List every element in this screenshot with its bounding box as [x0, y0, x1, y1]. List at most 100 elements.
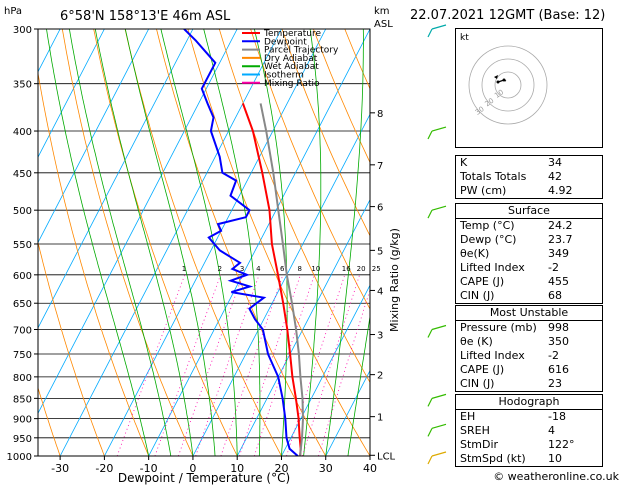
pressure-tick-label: 750 — [13, 350, 32, 361]
surface-value: -2 — [548, 261, 559, 274]
legend-label: Temperature — [263, 29, 321, 39]
temperature-tick-label: -20 — [95, 462, 113, 475]
dry-adiabat — [124, 29, 282, 456]
legend-label: Isotherm — [264, 71, 304, 81]
hodograph-stat-row: StmSpd (kt) 10 — [456, 452, 602, 466]
most-unstable-label: Pressure (mb) — [460, 321, 537, 334]
most-unstable-title: Most Unstable — [456, 306, 602, 321]
wet-adiabat — [160, 29, 238, 456]
surface-row: Lifted Index -2 — [456, 261, 602, 275]
most-unstable-value: 616 — [548, 363, 569, 376]
mixing-ratio-line — [154, 274, 221, 456]
index-row: Totals Totals 42 — [456, 170, 602, 184]
dry-adiabat — [187, 29, 370, 456]
dry-adiabat — [38, 386, 61, 456]
legend-label: Mixing Ratio — [264, 79, 320, 89]
hodograph-ring-label: 30 — [474, 105, 486, 117]
km-tick-label: 6 — [377, 203, 383, 214]
wind-barb-flag — [427, 398, 433, 407]
mixing-ratio-label: 1 — [182, 265, 186, 273]
mixing-ratio-label: 8 — [297, 265, 301, 273]
surface-row: Dewp (°C) 23.7 — [456, 233, 602, 247]
km-label: km — [374, 6, 390, 17]
temperature-tick-label: 10 — [230, 462, 244, 475]
hodograph-stat-value: 122° — [548, 438, 575, 451]
most-unstable-value: 350 — [548, 335, 569, 348]
index-label: K — [460, 156, 468, 169]
wind-barb-shaft — [431, 423, 447, 429]
wind-barb-shaft — [431, 451, 447, 457]
pressure-tick-label: 700 — [13, 326, 32, 337]
mixing-ratio-label: 20 — [357, 265, 366, 273]
index-label: PW (cm) — [460, 184, 507, 197]
pressure-tick-label: 950 — [13, 434, 32, 445]
mixing-ratio-line — [302, 274, 360, 456]
wet-adiabat — [347, 313, 370, 456]
asl-label: ASL — [374, 19, 393, 30]
hodograph-stat-row: EH -18 — [456, 410, 602, 424]
wet-adiabat — [94, 29, 194, 456]
surface-label: CIN (J) — [460, 289, 495, 302]
pressure-tick-label: 650 — [13, 299, 32, 310]
dry-adiabat — [61, 29, 194, 456]
mixing-ratio-line — [220, 274, 284, 456]
hodograph-stat-row: StmDir 122° — [456, 438, 602, 452]
wind-barb-flag — [427, 455, 433, 465]
mixing-ratio-line — [195, 274, 260, 456]
pressure-tick-label: 500 — [13, 206, 32, 217]
km-tick-label: 4 — [377, 286, 383, 297]
km-tick-label: 1 — [377, 413, 383, 424]
isotherm-line — [325, 369, 370, 456]
surface-label: Temp (°C) — [460, 219, 515, 232]
index-value: 42 — [548, 170, 562, 183]
mixing-ratio-label: 6 — [280, 265, 285, 273]
km-tick-label: 3 — [377, 331, 383, 342]
pressure-tick-label: 800 — [13, 373, 32, 384]
indices-panel: K 34 Totals Totals 42 PW (cm) 4.92 — [455, 155, 603, 199]
temperature-tick-label: 0 — [189, 462, 196, 475]
most-unstable-label: CIN (J) — [460, 377, 495, 390]
surface-row: CAPE (J) 455 — [456, 275, 602, 289]
hodograph-point — [496, 80, 500, 84]
hodograph-stat-value: -18 — [548, 410, 566, 423]
hodograph-ring — [481, 58, 535, 112]
index-value: 4.92 — [548, 184, 573, 197]
most-unstable-row: CAPE (J) 616 — [456, 363, 602, 377]
dry-adiabat — [218, 29, 370, 384]
legend-label: Dry Adiabat — [264, 54, 318, 64]
wind-barb-flag — [427, 209, 433, 219]
mixing-ratio-label: 25 — [372, 265, 381, 273]
most-unstable-row: CIN (J) 23 — [456, 377, 602, 391]
isotherm-line — [104, 29, 327, 456]
mixing-ratio-label: 10 — [311, 265, 320, 273]
surface-value: 23.7 — [548, 233, 573, 246]
surface-label: θe(K) — [460, 247, 490, 260]
hodograph-stat-label: StmDir — [460, 438, 499, 451]
dry-adiabat — [156, 29, 327, 456]
temperature-tick-label: 20 — [274, 462, 288, 475]
hodograph-stat-label: EH — [460, 410, 476, 423]
legend-label: Parcel Trajectory — [264, 46, 339, 56]
km-tick-label: 2 — [377, 371, 383, 382]
mixing-ratio-line — [116, 274, 186, 456]
km-tick-label: LCL — [377, 451, 396, 462]
wind-barb-flag — [427, 28, 433, 38]
most-unstable-row: θe (K) 350 — [456, 335, 602, 349]
surface-row: Temp (°C) 24.2 — [456, 219, 602, 233]
pressure-tick-label: 450 — [13, 169, 32, 180]
wind-barb-shaft — [431, 24, 447, 30]
surface-label: Lifted Index — [460, 261, 525, 274]
mixing-ratio-line — [286, 274, 346, 456]
pressure-tick-label: 850 — [13, 394, 32, 405]
mixing-ratio-label: 16 — [342, 265, 351, 273]
hodograph-stat-value: 10 — [548, 452, 562, 465]
surface-row: CIN (J) 68 — [456, 289, 602, 303]
legend-label: Wet Adiabat — [264, 62, 319, 72]
pressure-tick-label: 400 — [13, 127, 32, 138]
isotherm-line — [38, 29, 238, 415]
isotherm-line — [236, 198, 370, 456]
plot-area — [38, 29, 370, 456]
temperature-tick-label: -10 — [140, 462, 158, 475]
